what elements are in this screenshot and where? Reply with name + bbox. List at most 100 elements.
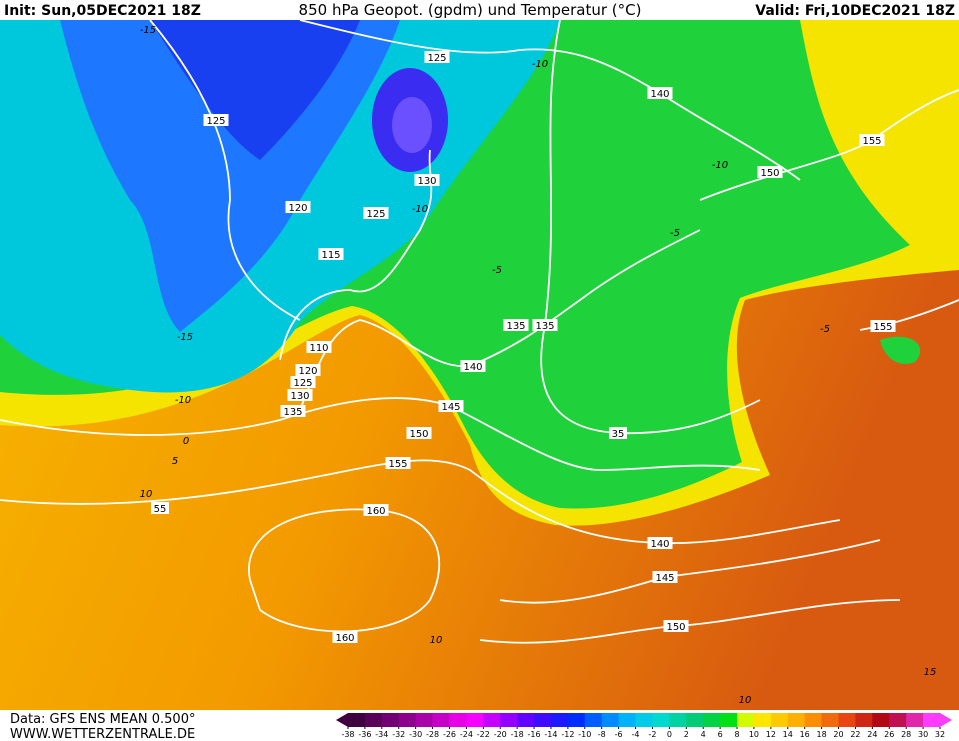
geopotential-label: 120	[298, 366, 317, 377]
colorbar-label: -14	[544, 730, 557, 739]
colorbar-swatch	[635, 713, 653, 727]
isohypse	[859, 299, 959, 331]
geopotential-label: 140	[463, 362, 482, 373]
colorbar-label: 2	[684, 730, 689, 739]
colorbar-swatch	[855, 713, 873, 727]
isohypse	[299, 19, 801, 181]
colorbar-label: -18	[511, 730, 524, 739]
geopotential-label: 150	[666, 622, 685, 633]
geopotential-label: 130	[290, 391, 309, 402]
temperature-label: -5	[820, 324, 830, 335]
colorbar-label: 16	[800, 730, 810, 739]
colorbar-swatch	[601, 713, 620, 727]
geopotential-label: 145	[441, 402, 460, 413]
geopotential-label: 125	[293, 378, 312, 389]
geopotential-label: 160	[335, 633, 354, 644]
label-box	[647, 87, 673, 99]
temperature-label: -5	[492, 265, 502, 276]
temperature-label: 15	[924, 667, 937, 678]
init-time: Init: Sun,05DEC2021 18Z	[4, 3, 201, 19]
colorbar-swatch	[466, 713, 484, 727]
colorbar-arrow	[940, 713, 952, 727]
label-box	[332, 631, 358, 643]
colorbar-label: -38	[341, 730, 354, 739]
data-source: Data: GFS ENS MEAN 0.500°	[10, 712, 195, 727]
label-box	[663, 620, 689, 632]
colorbar-swatch	[398, 713, 417, 727]
geopotential-label: 140	[650, 539, 669, 550]
geopotential-label: 150	[409, 429, 428, 440]
colorbar-label: 6	[718, 730, 723, 739]
colorbar-swatch	[906, 713, 924, 727]
cold-core-inner	[392, 97, 432, 153]
colorbar-swatch	[415, 713, 434, 727]
label-box	[306, 341, 332, 353]
isohypses	[0, 19, 959, 644]
colorbar-label: -30	[409, 730, 422, 739]
geopotential-label: 135	[283, 407, 302, 418]
geopotential-label: 150	[760, 168, 779, 179]
isohypse	[0, 459, 841, 545]
geopotential-label: 55	[154, 504, 167, 515]
colorbar-label: -6	[615, 730, 623, 739]
colorbar-swatch	[686, 713, 704, 727]
temperature-label: -5	[670, 228, 680, 239]
colorbar-label: 0	[667, 730, 672, 739]
colorbar-swatch	[550, 713, 569, 727]
label-box	[406, 427, 432, 439]
colorbar-swatch	[364, 713, 383, 727]
label-box	[385, 457, 411, 469]
label-box	[870, 320, 896, 332]
colorbar-swatch	[804, 713, 823, 727]
label-box	[151, 502, 169, 514]
temperature-label: -15	[177, 332, 193, 343]
colorbar-label: -12	[561, 730, 574, 739]
geopotential-label: 155	[862, 136, 881, 147]
colorbar-swatch	[652, 713, 670, 727]
geopotential-label: 110	[309, 343, 328, 354]
colorbar-swatch	[517, 713, 535, 727]
geopotential-label: 125	[366, 209, 385, 220]
colorbar-label: -20	[494, 730, 507, 739]
colorbar-label: 12	[766, 730, 776, 739]
colorbar-label: -2	[648, 730, 656, 739]
label-box	[460, 360, 486, 372]
colorbar-label: 4	[701, 730, 706, 739]
header-bar	[0, 0, 959, 20]
colorbar-swatch	[889, 713, 907, 727]
label-box	[414, 174, 440, 186]
colorbar-label: 14	[783, 730, 793, 739]
label-box	[503, 319, 529, 331]
label-box	[532, 319, 558, 331]
colorbar-label: 10	[749, 730, 759, 739]
colorbar-label: -24	[460, 730, 473, 739]
colorbar-swatch	[500, 713, 518, 727]
colorbar-swatch	[348, 713, 366, 727]
temperature-label: 5	[172, 456, 178, 467]
label-box	[438, 400, 464, 412]
colorbar-label: 24	[867, 730, 877, 739]
temperature-label: -10	[412, 204, 428, 215]
colorbar-label: -26	[443, 730, 456, 739]
label-box	[363, 504, 389, 516]
geopotential-label: 155	[388, 459, 407, 470]
colorbar-swatch	[737, 713, 755, 727]
colorbar-swatch	[787, 713, 806, 727]
colorbar-label: -32	[392, 730, 405, 739]
geopotential-label: 125	[206, 116, 225, 127]
colorbar-swatch	[703, 713, 721, 727]
colorbar-swatch	[838, 713, 856, 727]
geopotential-label: 125	[427, 53, 446, 64]
temperature-label: -10	[175, 395, 191, 406]
label-box	[652, 571, 678, 583]
geopotential-label: 115	[321, 250, 340, 261]
label-box	[424, 51, 450, 63]
label-box	[203, 114, 229, 126]
isohypse	[279, 149, 433, 361]
label-box	[295, 364, 321, 376]
colorbar-label: -22	[477, 730, 490, 739]
colorbar-swatch	[534, 713, 552, 727]
colorbar-swatch	[584, 713, 603, 727]
